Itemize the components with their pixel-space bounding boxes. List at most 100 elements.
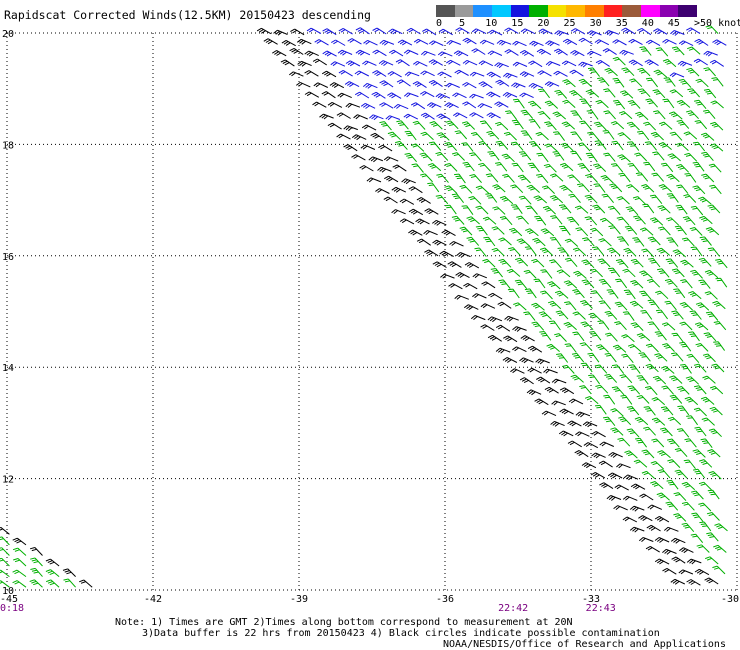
wind-barb-icon — [710, 100, 724, 109]
wind-barb-icon — [471, 28, 487, 35]
wind-barb-icon — [579, 98, 592, 109]
wind-barb-icon — [538, 311, 552, 320]
wind-barb-icon — [46, 579, 60, 588]
wind-barb-icon — [684, 152, 698, 162]
wind-barb-icon — [619, 374, 633, 384]
wind-barb-icon — [607, 247, 621, 256]
wind-barb-icon — [579, 120, 592, 130]
wind-barb-icon — [638, 352, 651, 362]
wind-barb-icon — [486, 130, 500, 140]
wind-barb-icon — [416, 197, 431, 204]
wind-barb-icon — [413, 38, 429, 45]
legend-swatch-5 — [529, 5, 548, 17]
wind-barb-icon — [498, 258, 512, 268]
wind-barb-icon — [289, 47, 304, 55]
wind-barb-icon — [689, 227, 703, 236]
wind-barb-icon — [643, 161, 656, 172]
wind-barb-icon — [517, 174, 531, 184]
wind-barb-icon — [548, 320, 561, 331]
wind-barb-icon — [512, 40, 527, 47]
wind-barb-icon — [640, 310, 653, 320]
wind-barb-icon — [585, 152, 598, 163]
wind-barb-icon — [574, 205, 589, 214]
wind-barb-icon — [662, 58, 677, 68]
wind-barb-icon — [377, 166, 392, 173]
wind-barb-icon — [554, 333, 567, 342]
wind-barb-icon — [461, 205, 474, 215]
wind-barb-icon — [567, 174, 581, 184]
wind-barb-icon — [344, 81, 360, 88]
wind-barb-icon — [519, 92, 534, 99]
wind-barb-icon — [641, 248, 655, 258]
lon-label: -39 — [290, 594, 308, 605]
wind-barb-icon — [539, 247, 554, 256]
latitude-tick-labels: 20 18 16 14 12 10 — [2, 29, 14, 597]
wind-barb-icon — [603, 152, 616, 162]
wind-barb-icon — [544, 121, 557, 131]
wind-barb-icon — [676, 99, 691, 108]
wind-barb-icon — [710, 121, 724, 131]
wind-barb-icon — [475, 185, 490, 194]
wind-barb-icon — [557, 247, 570, 257]
wind-barb-icon — [387, 92, 402, 99]
wind-barb-icon — [587, 131, 600, 141]
wind-barb-icon — [452, 92, 467, 99]
wind-barb-icon — [690, 533, 704, 544]
wind-barb-icon — [587, 50, 602, 57]
wind-barb-icon — [422, 28, 437, 36]
wind-barb-icon — [427, 182, 440, 193]
wind-barb-icon — [570, 374, 584, 383]
wind-barb-icon — [598, 300, 611, 310]
wind-barb-icon — [540, 269, 553, 279]
wind-barb-icon — [420, 70, 435, 77]
wind-barb-icon — [569, 69, 584, 77]
wind-barb-icon — [579, 385, 592, 395]
wind-barb-icon — [544, 143, 558, 152]
wind-barb-icon — [403, 49, 419, 55]
wind-barb-icon — [612, 39, 627, 46]
wind-barb-icon — [588, 312, 602, 322]
wind-barb-icon — [549, 195, 564, 204]
wind-barb-icon — [624, 450, 638, 459]
wind-barb-icon — [435, 93, 451, 100]
wind-barb-icon — [559, 387, 575, 395]
wind-barb-icon — [680, 279, 693, 289]
wind-barb-icon — [404, 152, 417, 163]
wind-barb-icon — [686, 353, 700, 364]
wind-barb-icon — [707, 449, 721, 458]
wind-barb-icon — [419, 152, 433, 162]
wind-barb-icon — [379, 121, 392, 131]
wind-barb-icon — [694, 426, 707, 437]
wind-barb-icon — [558, 225, 571, 236]
wind-barb-icon — [0, 547, 10, 556]
wind-barb-icon — [650, 131, 664, 141]
wind-barb-icon — [693, 468, 706, 479]
wind-barb-icon — [439, 250, 454, 257]
wind-barb-icon — [610, 163, 624, 173]
wind-barb-icon — [531, 258, 545, 268]
wind-barb-icon — [490, 268, 503, 278]
wind-barb-icon — [503, 335, 518, 343]
wind-barb-icon — [643, 406, 656, 416]
wind-barb-icon — [470, 315, 486, 321]
wind-barb-icon — [645, 343, 659, 353]
wind-barb-icon — [280, 59, 295, 67]
wind-barb-icon — [464, 262, 480, 269]
wind-barb-icon — [667, 416, 682, 426]
wind-barb-icon — [645, 363, 659, 373]
wind-barb-icon — [599, 441, 615, 447]
wind-barb-icon — [355, 49, 371, 56]
wind-barb-icon — [693, 407, 707, 417]
wind-barb-icon — [424, 208, 439, 215]
wind-barb-icon — [395, 140, 408, 150]
wind-barb-icon — [682, 216, 696, 226]
wind-barb-icon — [653, 69, 668, 78]
wind-barb-icon — [479, 120, 493, 130]
wind-barb-icon — [30, 557, 43, 567]
wind-barb-icon — [671, 310, 684, 320]
wind-barb-icon — [660, 162, 674, 173]
wind-barb-icon — [577, 163, 590, 173]
wind-barb-icon — [561, 60, 577, 67]
wind-barb-icon — [372, 70, 387, 77]
wind-barb-icon — [708, 471, 722, 480]
